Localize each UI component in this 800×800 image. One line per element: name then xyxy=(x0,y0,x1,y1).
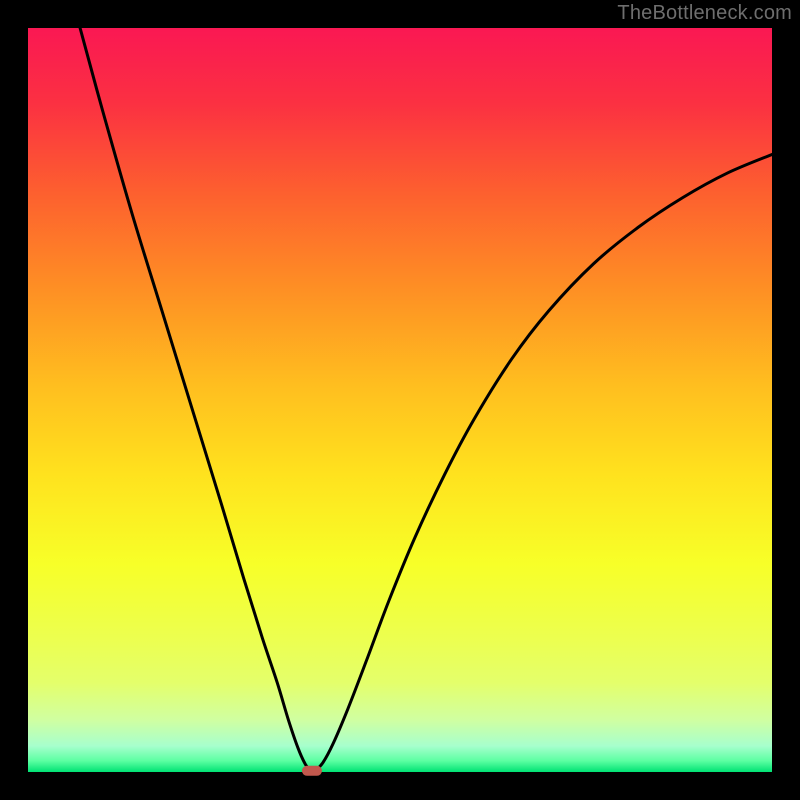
optimal-point-marker xyxy=(302,765,322,775)
plot-area xyxy=(28,28,772,772)
watermark-text: TheBottleneck.com xyxy=(617,2,792,25)
bottleneck-curve xyxy=(28,28,772,772)
chart-frame: TheBottleneck.com xyxy=(0,0,800,800)
